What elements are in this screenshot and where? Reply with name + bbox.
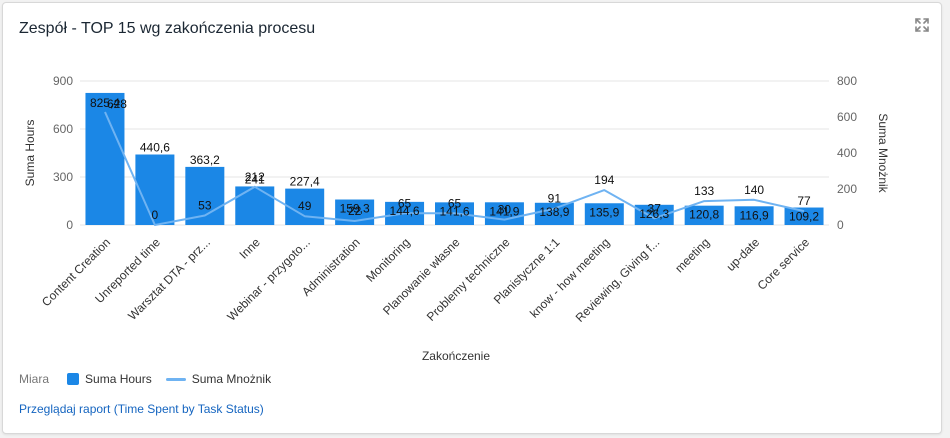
line-value-label: 194 xyxy=(594,173,614,187)
bar-value-label: 227,4 xyxy=(290,175,320,189)
bar xyxy=(634,204,674,225)
line-value-label: 49 xyxy=(298,199,312,213)
bar-value-label: 159,3 xyxy=(340,202,370,216)
legend-item-mnoznik[interactable]: Suma Mnożnik xyxy=(165,372,272,386)
bar-value-label: 120,8 xyxy=(689,208,719,222)
bar xyxy=(584,203,624,225)
bar xyxy=(85,92,125,225)
bar xyxy=(734,206,774,225)
bar xyxy=(135,154,175,225)
legend-bar-swatch xyxy=(67,373,80,385)
legend-label-hours: Suma Hours xyxy=(85,372,152,386)
line-value-label: 212 xyxy=(245,170,265,184)
x-category-label: Core service xyxy=(755,235,813,293)
x-category-label: Warsztat DTA - prz... xyxy=(125,235,213,323)
line-series-mnoznik xyxy=(104,111,805,226)
widget-title: Zespół - TOP 15 wg zakończenia procesu xyxy=(19,20,316,37)
line-value-label: 30 xyxy=(498,203,512,217)
bar-value-label: 138,9 xyxy=(539,205,569,219)
x-category-label: Reviewing, Giving f... xyxy=(573,235,663,325)
line-value-label: 91 xyxy=(548,192,562,206)
y2-axis-title: Suma Mnożnik xyxy=(876,113,890,193)
bar xyxy=(784,207,824,225)
line-value-label: 65 xyxy=(398,196,412,210)
line-value-label: 0 xyxy=(152,208,159,222)
line-value-label: 133 xyxy=(694,184,714,198)
y2-tick-label: 800 xyxy=(837,74,857,88)
x-category-label: meeting xyxy=(672,235,712,275)
line-value-label: 22 xyxy=(348,204,362,218)
bar-value-label: 141,6 xyxy=(439,204,469,218)
x-axis-title: Zakończenie xyxy=(422,349,490,363)
x-category-label: Monitoring xyxy=(363,235,413,285)
bar-value-label: 141,9 xyxy=(489,204,519,218)
line-value-label: 37 xyxy=(648,201,662,215)
bar xyxy=(684,205,724,225)
x-category-label: Problemy techniczne xyxy=(424,235,513,324)
x-category-label: Inne xyxy=(236,235,263,262)
bar-value-label: 135,9 xyxy=(589,205,619,219)
bar-value-label: 144,6 xyxy=(390,204,420,218)
expand-icon[interactable] xyxy=(915,18,929,32)
y-tick-label: 300 xyxy=(53,170,73,184)
chart-widget: Zespół - TOP 15 wg zakończenia procesu 0… xyxy=(2,2,942,434)
y2-tick-label: 400 xyxy=(837,146,857,160)
x-category-label: Webinar - przygoto... xyxy=(224,235,313,324)
bar-value-label: 116,9 xyxy=(740,208,769,222)
bar-value-label: 440,6 xyxy=(140,141,170,155)
y2-tick-label: 200 xyxy=(837,182,857,196)
report-link[interactable]: Przeglądaj raport (Time Spent by Task St… xyxy=(19,402,264,416)
line-value-label: 53 xyxy=(198,198,212,212)
bar-value-label: 363,2 xyxy=(190,153,220,167)
legend-line-swatch xyxy=(165,377,186,381)
line-value-label: 628 xyxy=(107,97,127,111)
y-tick-label: 0 xyxy=(66,218,73,232)
y2-tick-label: 0 xyxy=(837,218,844,232)
bar-value-label: 109,2 xyxy=(789,210,819,224)
y2-tick-label: 600 xyxy=(837,110,857,124)
legend-item-hours[interactable]: Suma Hours xyxy=(67,372,152,386)
legend-heading: Miara xyxy=(19,372,50,386)
legend-label-mnoznik: Suma Mnożnik xyxy=(191,372,272,386)
line-value-label: 65 xyxy=(448,196,462,210)
line-value-label: 140 xyxy=(744,183,764,197)
y-tick-label: 900 xyxy=(53,74,73,88)
bar xyxy=(534,202,574,225)
bar-value-label: 126,3 xyxy=(639,207,669,221)
bar-value-label: 241 xyxy=(245,172,265,186)
y-tick-label: 600 xyxy=(53,122,73,136)
x-category-label: up-date xyxy=(724,235,763,274)
line-value-label: 77 xyxy=(797,194,811,208)
legend: Miara Suma Hours Suma Mnożnik xyxy=(19,372,285,386)
bar xyxy=(235,186,275,225)
y-axis-title: Suma Hours xyxy=(23,120,37,187)
bar xyxy=(285,188,325,225)
bar-value-label: 825,4 xyxy=(90,96,120,110)
